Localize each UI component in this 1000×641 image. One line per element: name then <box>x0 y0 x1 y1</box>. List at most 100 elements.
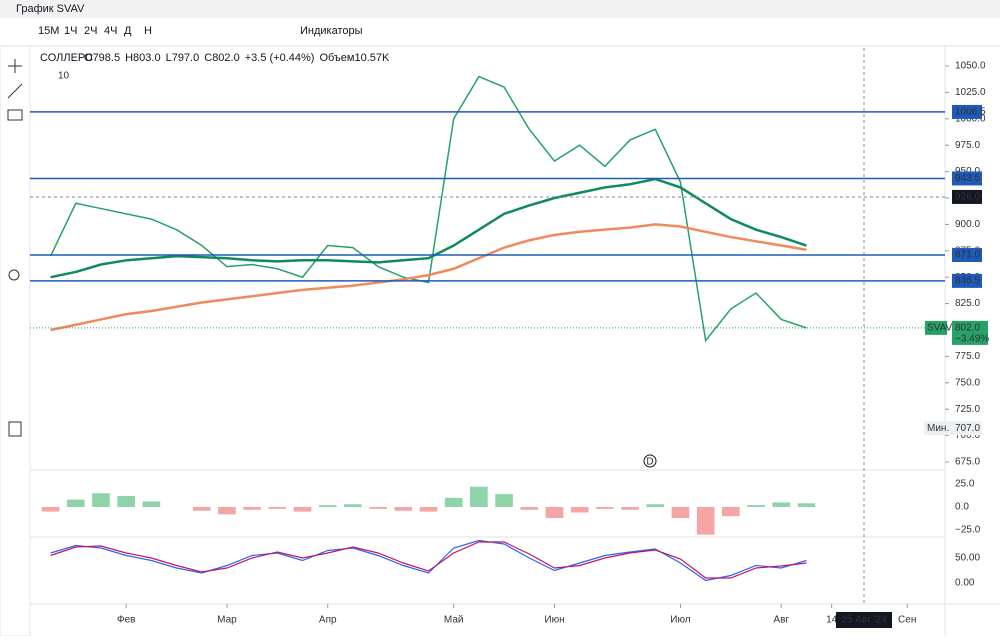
trash-tool[interactable] <box>8 421 22 437</box>
legend-open-key: O <box>84 52 93 64</box>
macd-bar <box>117 495 135 507</box>
macd-bar <box>570 507 589 513</box>
macd-bar <box>243 507 261 510</box>
interval-button[interactable]: Д <box>124 25 132 37</box>
stoch-line <box>50 541 807 579</box>
level-label: 846.5 <box>955 276 980 287</box>
min-label: Мин. <box>927 423 949 434</box>
macd-bar <box>41 507 60 512</box>
dividend-marker: D <box>646 457 653 468</box>
y-tick-label: 725.0 <box>955 404 980 415</box>
x-tick-label: 14 <box>826 615 838 626</box>
y-tick-label: 1050.0 <box>955 61 986 72</box>
trend-tool[interactable] <box>7 83 23 99</box>
macd-bar <box>192 507 211 511</box>
legend-volume-key: Объем <box>319 52 354 64</box>
level-label: 1006.5 <box>955 107 986 118</box>
level-label: 871.0 <box>955 250 980 261</box>
macd-tick-label: 25.0 <box>955 479 975 490</box>
macd-bar <box>344 504 362 507</box>
macd-bar <box>394 507 413 511</box>
crosshair-badge <box>952 189 982 204</box>
toolbar: 15М 1Ч 2Ч 4Ч Д Н <box>38 25 152 37</box>
macd-bar <box>747 505 765 507</box>
macd-bar <box>92 493 110 507</box>
legend-high-key: H <box>125 52 133 64</box>
y-tick-label: 1025.0 <box>955 87 986 98</box>
y-tick-label: 700.0 <box>955 430 980 441</box>
price-pane <box>49 75 807 343</box>
last-price: 802.0 <box>955 323 980 334</box>
legend-low: 797.0 <box>172 52 200 64</box>
macd-bar <box>772 502 791 507</box>
dividend-icon <box>643 454 657 468</box>
y-tick-label: 675.0 <box>955 457 980 468</box>
macd-bar <box>797 503 816 507</box>
macd-bar <box>419 507 438 512</box>
legend-high: 803.0 <box>133 52 161 64</box>
macd-bar <box>671 507 690 519</box>
macd-bar <box>142 501 161 507</box>
macd-bar <box>66 499 85 507</box>
macd-bar <box>722 507 740 517</box>
moving-average <box>50 177 807 279</box>
left-toolbar <box>0 45 31 637</box>
legend: СОЛЛЕРС 10 <box>40 52 93 82</box>
macd-bar <box>495 494 513 507</box>
title-bar <box>0 0 1000 18</box>
macd-bar <box>369 507 387 509</box>
ohlc: O 798.5 H 803.0 L 797.0 C 802.0 +3.5 (+0.44%) Объ… <box>84 52 390 64</box>
y-tick-label: 775.0 <box>955 351 980 362</box>
x-tick-label: Сен <box>898 615 916 626</box>
macd-bar <box>268 507 287 509</box>
interval-button[interactable]: Н <box>144 25 152 37</box>
stoch-line <box>50 539 807 582</box>
y-tick-label: 900.0 <box>955 219 980 230</box>
crosshair-price: 926.0 <box>955 192 980 203</box>
date-badge <box>836 612 892 628</box>
macd-bar <box>293 507 312 512</box>
x-tick-label: Мар <box>217 615 237 626</box>
symbol-badge: SVAV <box>927 323 953 334</box>
last-change: −3.49% <box>955 334 989 345</box>
macd-bar <box>596 507 614 509</box>
level-badge <box>952 248 982 263</box>
interval-button[interactable]: 1Ч <box>64 25 77 37</box>
legend-close: 802.0 <box>212 52 240 64</box>
macd-bar <box>545 507 564 519</box>
fib-tool[interactable] <box>7 109 23 121</box>
macd-bar <box>444 497 463 507</box>
level-badge <box>952 104 982 119</box>
x-tick-label: Июн <box>544 615 564 626</box>
min-badge <box>924 421 982 436</box>
drawing-tools <box>7 59 23 437</box>
y-tick-label: 750.0 <box>955 377 980 388</box>
macd-bar <box>621 507 639 510</box>
interval-button[interactable]: 2Ч <box>84 25 97 37</box>
window-title: График SVAV <box>16 3 85 15</box>
stoch-tick-label: 0.00 <box>955 578 975 589</box>
min-price: 707.0 <box>955 423 980 434</box>
level-badge <box>952 273 982 288</box>
legend-symbol: СОЛЛЕРС <box>40 52 93 64</box>
level-badge <box>952 171 982 186</box>
crosshair-date: 25 Авг '24 <box>841 615 887 626</box>
interval-button[interactable]: 15М <box>38 25 59 37</box>
macd-tick-label: 0.0 <box>955 502 969 513</box>
macd-bar <box>646 504 665 507</box>
macd-bar <box>318 505 337 507</box>
macd-bar <box>696 507 715 535</box>
legend-open: 798.5 <box>93 52 121 64</box>
macd-bar <box>218 507 236 515</box>
interval-button[interactable]: 4Ч <box>104 25 117 37</box>
indicators-button[interactable]: Индикаторы <box>300 25 363 37</box>
level-label: 943.5 <box>955 173 980 184</box>
macd-tick-label: −25.0 <box>955 525 981 536</box>
last-price-badge <box>952 320 988 345</box>
legend-change: +3.5 (+0.44%) <box>245 52 315 64</box>
x-tick-label: Июл <box>670 615 690 626</box>
symbol-badge-bg <box>925 320 947 335</box>
zoom-tool[interactable] <box>8 269 20 281</box>
macd-bar <box>520 507 539 510</box>
